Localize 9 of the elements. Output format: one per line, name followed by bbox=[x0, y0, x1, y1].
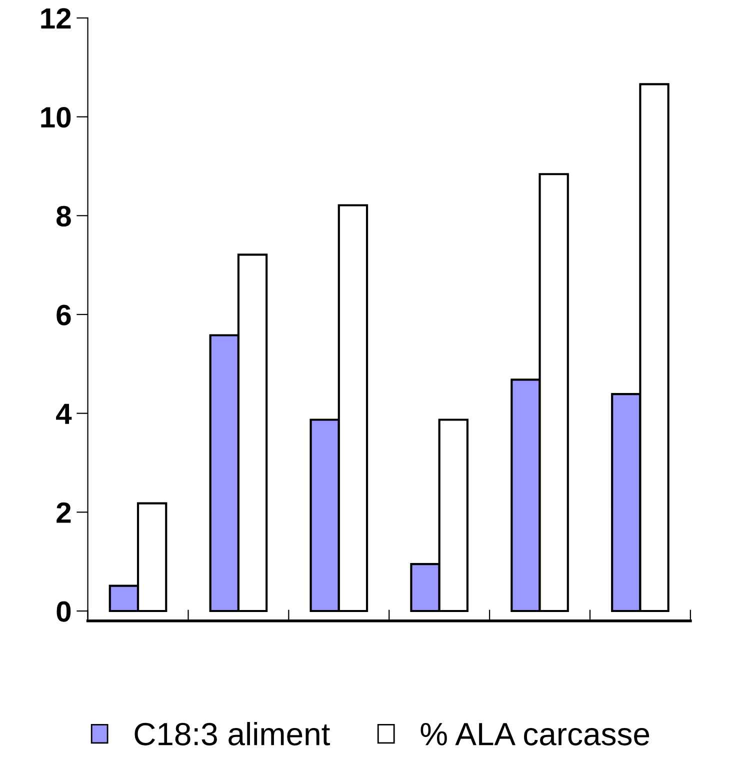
y-tick-label: 12 bbox=[41, 8, 71, 29]
y-tick-label: 2 bbox=[56, 502, 71, 523]
y-tick-label: 6 bbox=[56, 304, 71, 326]
legend-label: C18:3 aliment bbox=[134, 722, 330, 746]
y-tick-label: 4 bbox=[56, 404, 72, 424]
y-tick-label: 10 bbox=[41, 107, 71, 128]
y-tick-label: 0 bbox=[56, 601, 71, 622]
y-tick-label: 8 bbox=[56, 206, 71, 226]
legend-label: % ALA carcasse bbox=[420, 722, 650, 746]
